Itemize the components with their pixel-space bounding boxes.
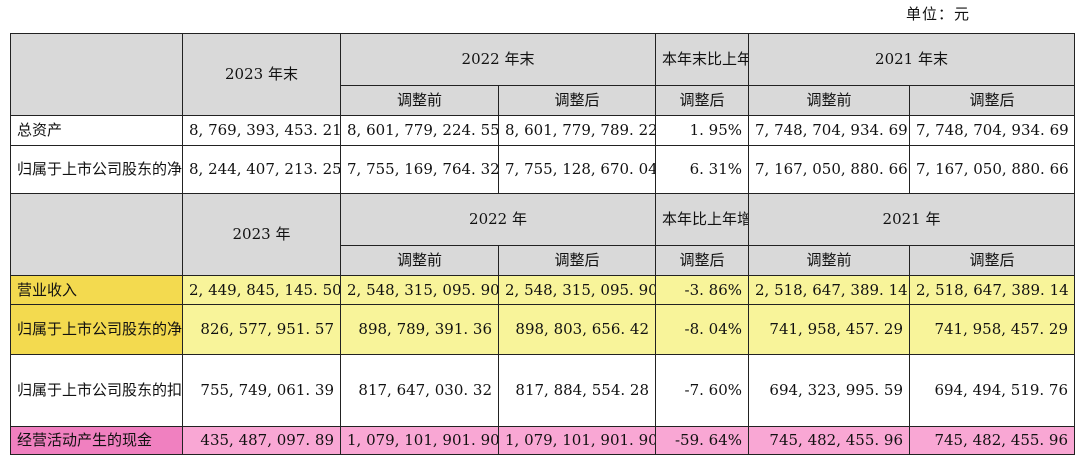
header1-col-2022: 2022 年末 bbox=[339, 33, 657, 86]
row-label: 总资产 bbox=[10, 115, 183, 146]
cell-2021-before: 7, 748, 704, 934. 69 bbox=[748, 115, 911, 146]
cell-2021-after: 745, 482, 455. 96 bbox=[909, 426, 1076, 455]
cell-2021-before: 694, 323, 995. 59 bbox=[748, 354, 911, 427]
cell-2021-after: 2, 518, 647, 389. 14 bbox=[909, 275, 1076, 305]
cell-2022-before: 7, 755, 169, 764. 32 bbox=[340, 145, 499, 194]
cell-2022-before: 898, 789, 391. 36 bbox=[340, 304, 499, 355]
cell-2022-before: 8, 601, 779, 224. 55 bbox=[340, 115, 499, 146]
cell-2023: 8, 769, 393, 453. 21 bbox=[182, 115, 341, 146]
header1-row-top: 2023 年末 2022 年末 本年末比上年末增减 2021 年末 bbox=[10, 33, 1076, 116]
cell-change: -8. 04% bbox=[655, 304, 750, 355]
header2-col-2022: 2022 年 bbox=[339, 193, 657, 246]
cell-change: -7. 60% bbox=[655, 354, 750, 427]
table-row: 归属于上市公司股东的净资产 8, 244, 407, 213. 25 7, 75… bbox=[10, 145, 1076, 194]
cell-change: -3. 86% bbox=[655, 275, 750, 305]
cell-2021-before: 745, 482, 455. 96 bbox=[748, 426, 911, 455]
header2-2021-before: 调整前 bbox=[748, 245, 911, 276]
cell-2022-before: 1, 079, 101, 901. 90 bbox=[340, 426, 499, 455]
cell-2021-after: 741, 958, 457. 29 bbox=[909, 304, 1076, 355]
cell-2022-after: 817, 884, 554. 28 bbox=[497, 354, 657, 427]
row-label: 归属于上市公司股东的扣除非经常性损益的净利润 bbox=[10, 354, 183, 427]
header2-change-after: 调整后 bbox=[655, 245, 750, 276]
header2-2022-before: 调整前 bbox=[340, 245, 499, 276]
cell-2022-after: 2, 548, 315, 095. 90 bbox=[497, 275, 657, 305]
cell-2023: 2, 449, 845, 145. 50 bbox=[182, 275, 341, 305]
table-row: 归属于上市公司股东的净利润 826, 577, 951. 57 898, 789… bbox=[10, 304, 1076, 355]
cell-2022-before: 2, 548, 315, 095. 90 bbox=[340, 275, 499, 305]
cell-2021-after: 694, 494, 519. 76 bbox=[909, 354, 1076, 427]
cell-2023: 755, 749, 061. 39 bbox=[182, 354, 341, 427]
cell-2021-before: 2, 518, 647, 389. 14 bbox=[748, 275, 911, 305]
cell-change: 6. 31% bbox=[655, 145, 750, 194]
header1-2022-before: 调整前 bbox=[340, 85, 499, 116]
header2-col-change: 本年比上年增减 bbox=[655, 193, 750, 246]
cell-2021-after: 7, 748, 704, 934. 69 bbox=[909, 115, 1076, 146]
cell-change: 1. 95% bbox=[655, 115, 750, 146]
cell-2023: 8, 244, 407, 213. 25 bbox=[182, 145, 341, 194]
header1-change-after: 调整后 bbox=[655, 85, 750, 116]
header2-corner bbox=[10, 193, 183, 276]
financial-summary-table: 2023 年末 2022 年末 本年末比上年末增减 2021 年末 调整前 调整… bbox=[10, 33, 1076, 455]
cell-2022-after: 1, 079, 101, 901. 90 bbox=[497, 426, 657, 455]
header1-2021-before: 调整前 bbox=[748, 85, 911, 116]
header2-2022-after: 调整后 bbox=[497, 245, 657, 276]
cell-2022-after: 7, 755, 128, 670. 04 bbox=[497, 145, 657, 194]
header2-row-top: 2023 年 2022 年 本年比上年增减 2021 年 bbox=[10, 193, 1076, 276]
table-row: 经营活动产生的现金 435, 487, 097. 89 1, 079, 101,… bbox=[10, 426, 1076, 455]
row-label: 经营活动产生的现金 bbox=[10, 426, 183, 455]
row-label: 归属于上市公司股东的净资产 bbox=[10, 145, 183, 194]
cell-2021-before: 741, 958, 457. 29 bbox=[748, 304, 911, 355]
table-row: 归属于上市公司股东的扣除非经常性损益的净利润 755, 749, 061. 39… bbox=[10, 354, 1076, 427]
header2-col-2021: 2021 年 bbox=[748, 193, 1076, 246]
header1-col-2023: 2023 年末 bbox=[182, 33, 341, 116]
header1-corner bbox=[10, 33, 183, 116]
row-label: 归属于上市公司股东的净利润 bbox=[10, 304, 183, 355]
header2-row-sub: 调整前 调整后 调整后 调整前 调整后 bbox=[11, 245, 1076, 276]
row-label: 营业收入 bbox=[10, 275, 183, 305]
table-row: 营业收入 2, 449, 845, 145. 50 2, 548, 315, 0… bbox=[10, 275, 1076, 305]
header1-row-sub: 调整前 调整后 调整后 调整前 调整后 bbox=[11, 85, 1076, 116]
cell-2021-after: 7, 167, 050, 880. 66 bbox=[909, 145, 1076, 194]
cell-2022-after: 898, 803, 656. 42 bbox=[497, 304, 657, 355]
cell-change: -59. 64% bbox=[655, 426, 750, 455]
header2-col-2023: 2023 年 bbox=[182, 193, 341, 276]
header2-2021-after: 调整后 bbox=[909, 245, 1076, 276]
cell-2023: 435, 487, 097. 89 bbox=[182, 426, 341, 455]
cell-2021-before: 7, 167, 050, 880. 66 bbox=[748, 145, 911, 194]
table-row: 总资产 8, 769, 393, 453. 21 8, 601, 779, 22… bbox=[10, 115, 1076, 146]
header1-2022-after: 调整后 bbox=[497, 85, 657, 116]
header1-2021-after: 调整后 bbox=[909, 85, 1076, 116]
cell-2023: 826, 577, 951. 57 bbox=[182, 304, 341, 355]
cell-2022-after: 8, 601, 779, 789. 22 bbox=[497, 115, 657, 146]
cell-2022-before: 817, 647, 030. 32 bbox=[340, 354, 499, 427]
unit-label: 单位：元 bbox=[906, 5, 971, 23]
header1-col-2021: 2021 年末 bbox=[748, 33, 1076, 86]
header1-col-change: 本年末比上年末增减 bbox=[655, 33, 750, 86]
